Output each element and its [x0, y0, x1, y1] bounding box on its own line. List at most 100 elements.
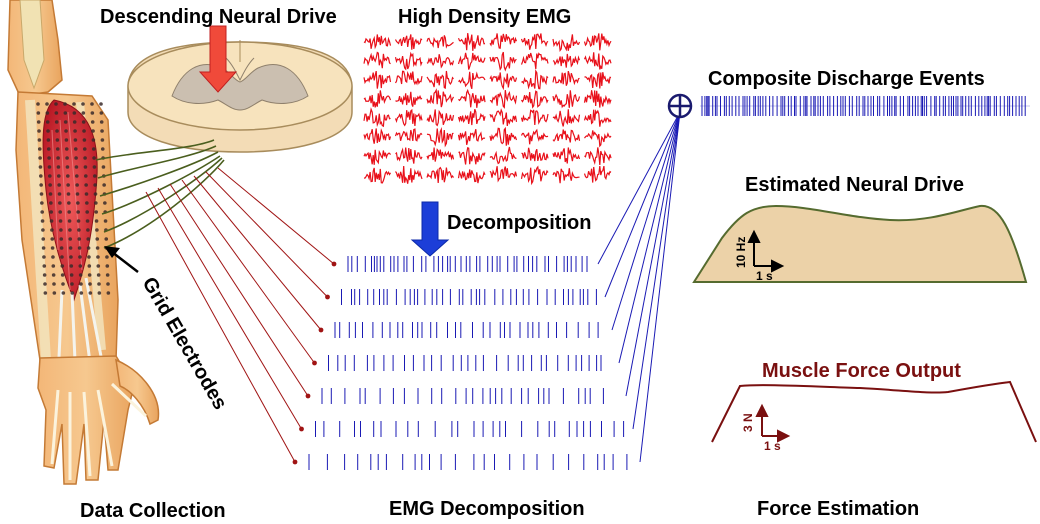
emg-trace [363, 34, 392, 50]
emg-trace [552, 147, 581, 164]
electrode-dot [60, 273, 65, 277]
electrode-dot [57, 183, 61, 187]
electrode-dot [48, 183, 52, 187]
electrode-dot [100, 138, 105, 142]
electrode-dot [100, 129, 104, 133]
emg-trace [426, 88, 455, 108]
electrode-dot [85, 210, 89, 214]
electrode-dot [65, 156, 69, 160]
emg-trace [363, 51, 391, 69]
electrode-dot [90, 111, 95, 115]
electrode-dot [102, 183, 106, 187]
emg-trace [583, 52, 612, 70]
emg-trace [426, 70, 454, 90]
electrode-dot [42, 255, 46, 259]
electrode-dot [39, 192, 44, 196]
emg-trace [552, 70, 580, 86]
electrode-dot [60, 255, 64, 259]
electrode-dot [50, 246, 55, 250]
electrode-dot [37, 129, 41, 133]
red-connector [205, 171, 328, 298]
electrode-dot [66, 192, 71, 196]
electrode-dot [73, 138, 78, 142]
force-scale-bar [755, 403, 791, 443]
emg-trace [489, 33, 518, 49]
emg-decomposition-label: EMG Decomposition [389, 498, 585, 520]
emg-trace [583, 33, 612, 51]
electrode-dot [84, 183, 88, 187]
red-connector [181, 179, 315, 364]
red-connector [169, 183, 309, 397]
spike-train [341, 289, 597, 305]
emg-trace [363, 149, 391, 165]
emg-trace [489, 146, 517, 165]
electrode-dot [51, 273, 56, 277]
electrode-dot [70, 291, 75, 295]
connector-dot [331, 261, 337, 267]
emg-trace [394, 51, 423, 71]
electrode-dot [50, 237, 55, 241]
emg-trace [583, 90, 612, 108]
connector-dot [325, 294, 330, 300]
electrode-dot [40, 219, 45, 223]
electrode-dot [55, 138, 60, 142]
electrode-dot [81, 120, 86, 124]
drive-scale-horizontal-label: 1 s [756, 269, 773, 283]
blue-connector [611, 111, 681, 331]
electrode-dot [46, 129, 50, 133]
electrode-dot [77, 246, 82, 250]
emg-trace [394, 70, 423, 86]
electrode-dot [76, 210, 80, 214]
emg-trace [520, 33, 549, 50]
electrode-dot [90, 102, 94, 106]
electrode-dot [95, 228, 99, 232]
emg-trace [583, 109, 612, 127]
blue-connector [632, 111, 681, 430]
electrode-dot [50, 228, 54, 232]
arrow-up-left-icon [104, 246, 139, 273]
electrode-dot [52, 291, 57, 295]
electrode-dot [79, 291, 84, 295]
motor-unit-spike-trains [308, 256, 628, 470]
emg-trace [457, 108, 486, 126]
electrode-dot [46, 138, 51, 142]
electrode-dot [81, 111, 86, 115]
electrode-dot [63, 111, 68, 115]
electrode-dot [38, 156, 42, 160]
data-collection-label: Data Collection [80, 500, 226, 522]
grid-electrodes [36, 102, 111, 295]
electrode-dot [68, 246, 73, 250]
electrode-dot [95, 237, 100, 241]
emg-trace [489, 51, 517, 72]
electrode-dot [68, 237, 73, 241]
electrode-dot [104, 237, 109, 241]
spike-train [321, 388, 604, 404]
electrode-dot [65, 165, 70, 169]
electrode-dot [81, 102, 85, 106]
electrode-dot [88, 282, 92, 286]
emg-trace [552, 129, 581, 143]
emg-trace [489, 166, 518, 183]
emg-trace [457, 129, 486, 145]
electrode-dot [64, 138, 69, 142]
emg-trace [489, 108, 518, 126]
emg-trace [394, 34, 423, 50]
emg-trace [584, 147, 612, 166]
connector-dot [305, 393, 311, 399]
electrode-dot [66, 174, 70, 178]
electrode-dot [55, 147, 60, 151]
electrode-dot [72, 120, 77, 124]
blue-connector [604, 111, 681, 298]
connector-dot [318, 327, 324, 333]
electrode-dot [95, 246, 100, 250]
electrode-dot [67, 201, 71, 205]
electrode-dot [78, 273, 83, 277]
electrode-dot [49, 219, 54, 223]
connector-dot [299, 426, 304, 432]
electrode-dot [59, 246, 64, 250]
electrode-dot [46, 147, 51, 151]
electrode-dot [63, 102, 67, 106]
electrode-dot [96, 264, 101, 268]
red-connector [157, 187, 302, 430]
emg-trace [457, 52, 486, 70]
